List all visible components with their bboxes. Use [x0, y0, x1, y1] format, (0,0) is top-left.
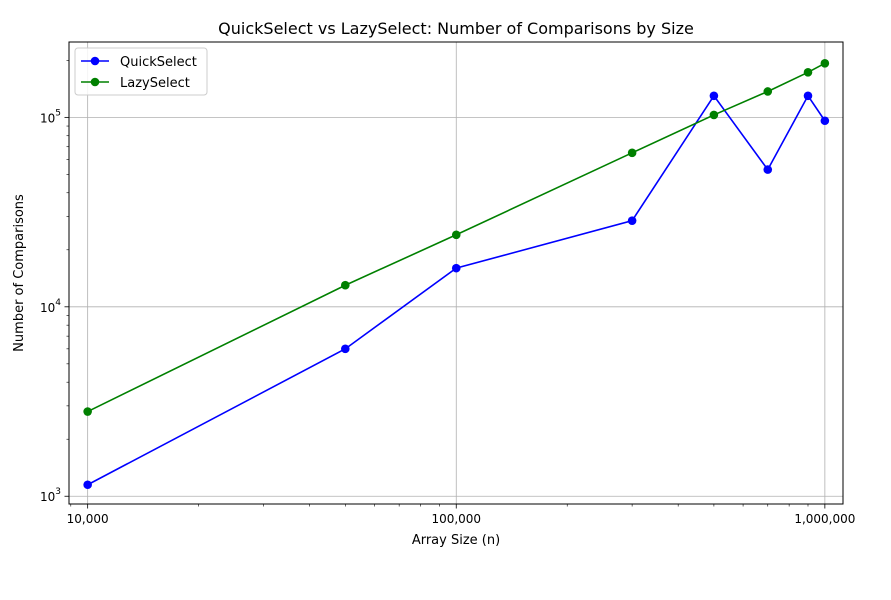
data-point-lazyselect-1 — [340, 280, 350, 290]
data-point-quickselect-4 — [709, 91, 719, 101]
x-tick-label-1: 100,000 — [431, 512, 481, 526]
data-point-lazyselect-3 — [627, 148, 637, 158]
data-point-lazyselect-5 — [763, 87, 773, 96]
data-point-lazyselect-4 — [709, 110, 719, 120]
legend-swatch-marker — [90, 56, 100, 66]
data-point-lazyselect-6 — [803, 67, 813, 77]
y-tick-label-0: 103 — [40, 487, 61, 504]
legend-label: LazySelect — [120, 76, 190, 91]
series-lazyselect — [83, 58, 830, 416]
y-axis-label: Number of Comparisons — [12, 194, 27, 352]
data-point-quickselect-0 — [83, 480, 92, 490]
legend-item-lazyselect: LazySelect — [81, 76, 190, 91]
axis-ticks: 10,000 100,000 1,000,000 103 104 105 — [40, 60, 855, 526]
legend-box — [74, 47, 208, 96]
data-point-quickselect-6 — [803, 91, 813, 101]
series-quickselect — [83, 91, 830, 490]
series-line-lazyselect — [87, 62, 826, 413]
x-axis-label: Array Size (n) — [412, 533, 500, 548]
data-point-quickselect-3 — [627, 216, 637, 225]
x-tick-label-0: 10,000 — [67, 512, 109, 526]
data-point-quickselect-5 — [763, 165, 773, 174]
data-point-quickselect-7 — [820, 116, 830, 126]
chart-title: QuickSelect vs LazySelect: Number of Com… — [218, 19, 694, 38]
x-tick-label-2: 1,000,000 — [794, 512, 855, 526]
data-point-lazyselect-7 — [820, 58, 830, 68]
data-point-quickselect-2 — [451, 263, 461, 273]
y-tick-label-2: 105 — [40, 108, 61, 125]
chart-legend: QuickSelect LazySelect — [74, 47, 208, 96]
data-point-quickselect-1 — [340, 344, 350, 354]
legend-swatch-marker — [90, 77, 100, 87]
data-point-lazyselect-0 — [83, 407, 92, 416]
series-layer — [83, 58, 830, 490]
series-line-quickselect — [87, 94, 826, 486]
legend-label: QuickSelect — [120, 55, 197, 70]
y-tick-label-1: 104 — [40, 298, 61, 315]
legend-item-quickselect: QuickSelect — [81, 55, 197, 70]
data-point-lazyselect-2 — [451, 230, 461, 240]
